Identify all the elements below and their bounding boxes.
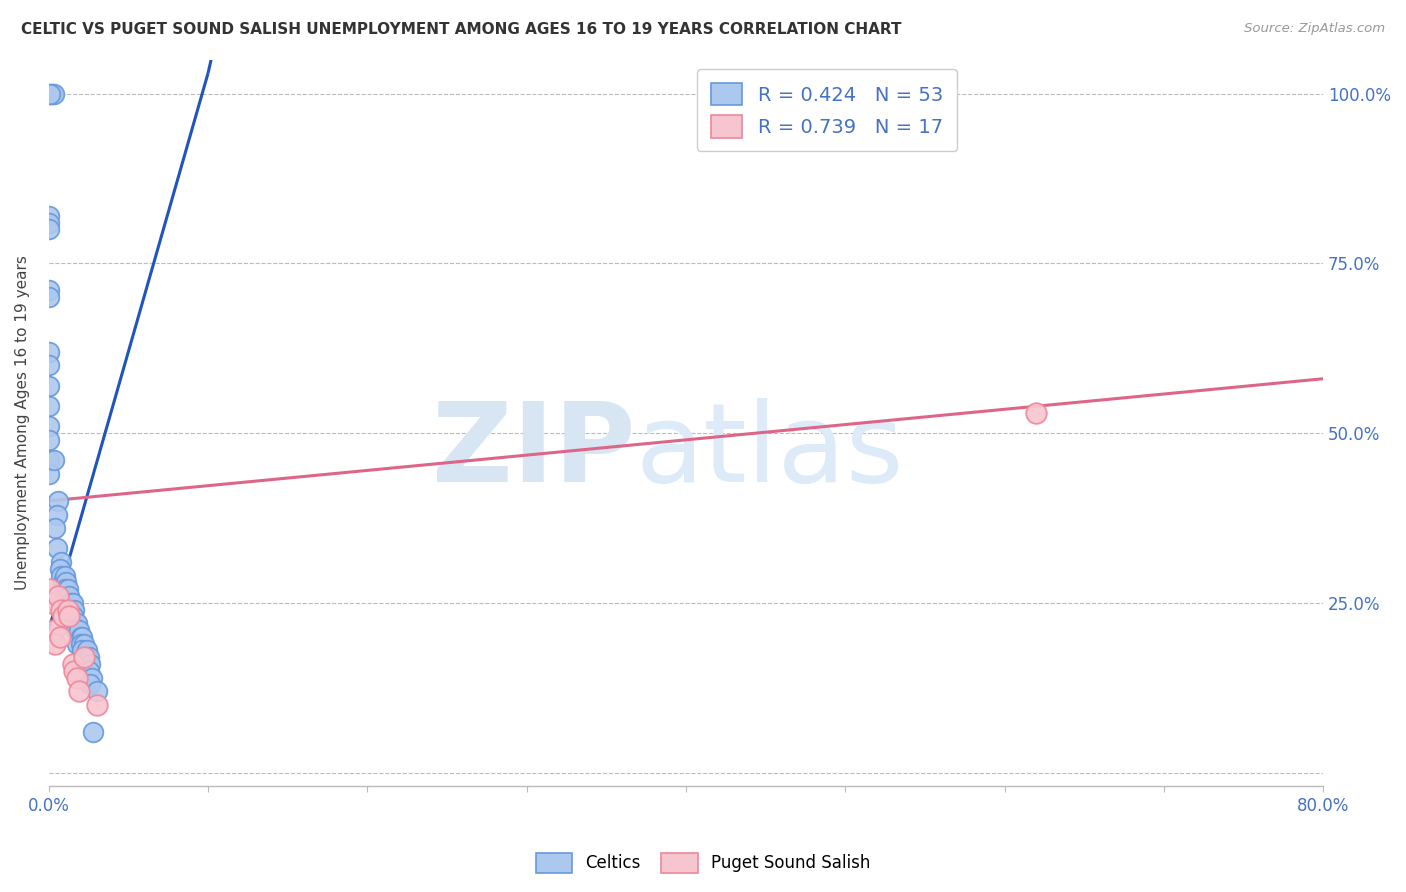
Point bbox=[44, 521, 66, 535]
Point bbox=[52, 575, 75, 590]
Point bbox=[70, 630, 93, 644]
Point bbox=[51, 555, 73, 569]
Point bbox=[77, 650, 100, 665]
Point bbox=[49, 562, 72, 576]
Point bbox=[42, 623, 65, 637]
Point bbox=[73, 650, 96, 665]
Point bbox=[79, 657, 101, 671]
Point bbox=[45, 508, 67, 522]
Point bbox=[67, 623, 90, 637]
Point bbox=[46, 494, 69, 508]
Point bbox=[49, 630, 72, 644]
Point bbox=[42, 453, 65, 467]
Point bbox=[38, 358, 60, 372]
Point bbox=[66, 671, 89, 685]
Point bbox=[38, 433, 60, 447]
Point bbox=[51, 602, 73, 616]
Point bbox=[38, 344, 60, 359]
Legend: Celtics, Puget Sound Salish: Celtics, Puget Sound Salish bbox=[529, 847, 877, 880]
Point bbox=[38, 284, 60, 298]
Point bbox=[39, 87, 62, 101]
Point bbox=[38, 467, 60, 481]
Point bbox=[62, 609, 84, 624]
Point bbox=[70, 643, 93, 657]
Point bbox=[45, 541, 67, 556]
Point bbox=[69, 630, 91, 644]
Point bbox=[41, 596, 63, 610]
Point bbox=[52, 609, 75, 624]
Point bbox=[60, 596, 83, 610]
Point bbox=[38, 419, 60, 434]
Point bbox=[73, 636, 96, 650]
Point bbox=[42, 87, 65, 101]
Point bbox=[38, 399, 60, 413]
Point bbox=[62, 657, 84, 671]
Point bbox=[76, 643, 98, 657]
Point bbox=[65, 623, 87, 637]
Point bbox=[67, 684, 90, 698]
Text: Source: ZipAtlas.com: Source: ZipAtlas.com bbox=[1244, 22, 1385, 36]
Point bbox=[82, 724, 104, 739]
Point bbox=[75, 650, 97, 665]
Point bbox=[41, 87, 63, 101]
Point bbox=[86, 684, 108, 698]
Point bbox=[38, 453, 60, 467]
Text: atlas: atlas bbox=[636, 399, 904, 506]
Point bbox=[39, 87, 62, 101]
Point bbox=[58, 589, 80, 603]
Point bbox=[69, 636, 91, 650]
Point bbox=[55, 575, 77, 590]
Point bbox=[79, 677, 101, 691]
Point bbox=[38, 216, 60, 230]
Point bbox=[1025, 406, 1047, 420]
Y-axis label: Unemployment Among Ages 16 to 19 years: Unemployment Among Ages 16 to 19 years bbox=[15, 255, 30, 591]
Legend: R = 0.424   N = 53, R = 0.739   N = 17: R = 0.424 N = 53, R = 0.739 N = 17 bbox=[697, 70, 956, 151]
Point bbox=[38, 378, 60, 392]
Point bbox=[51, 568, 73, 582]
Point bbox=[86, 698, 108, 712]
Point bbox=[58, 609, 80, 624]
Point bbox=[56, 602, 79, 616]
Point bbox=[80, 671, 103, 685]
Point bbox=[39, 582, 62, 597]
Point bbox=[62, 596, 84, 610]
Point bbox=[53, 568, 76, 582]
Point bbox=[44, 636, 66, 650]
Point bbox=[38, 290, 60, 304]
Text: ZIP: ZIP bbox=[432, 399, 636, 506]
Point bbox=[38, 209, 60, 223]
Point bbox=[53, 582, 76, 597]
Point bbox=[46, 589, 69, 603]
Point bbox=[77, 664, 100, 678]
Point bbox=[56, 582, 79, 597]
Point bbox=[38, 222, 60, 236]
Point bbox=[63, 664, 86, 678]
Point bbox=[63, 602, 86, 616]
Point bbox=[66, 636, 89, 650]
Text: CELTIC VS PUGET SOUND SALISH UNEMPLOYMENT AMONG AGES 16 TO 19 YEARS CORRELATION : CELTIC VS PUGET SOUND SALISH UNEMPLOYMEN… bbox=[21, 22, 901, 37]
Point bbox=[66, 616, 89, 631]
